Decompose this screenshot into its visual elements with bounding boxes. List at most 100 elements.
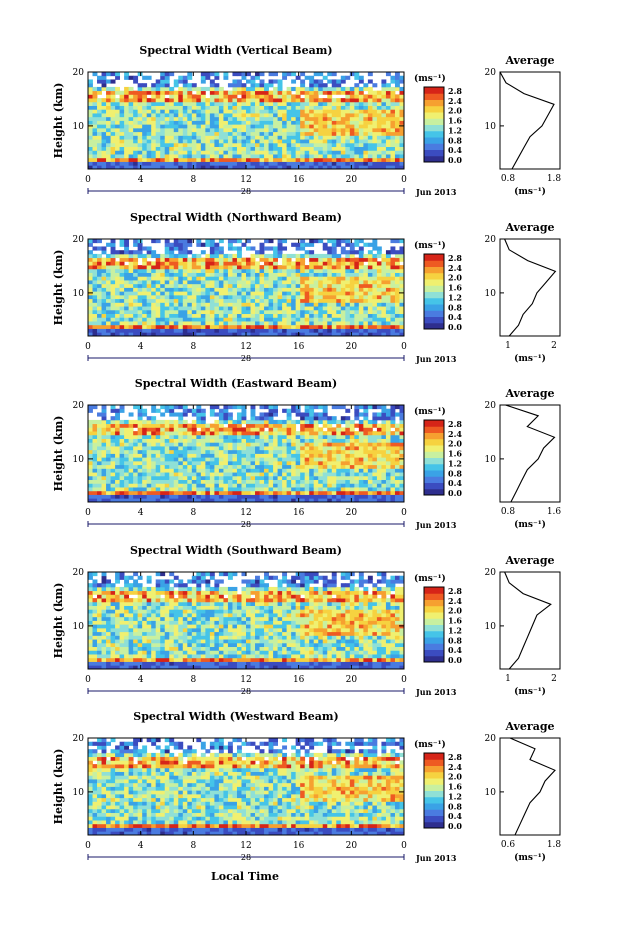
heatmap-cell (155, 419, 161, 425)
heatmap-cell (259, 146, 265, 151)
heatmap-cell (318, 317, 324, 322)
heatmap-cell (101, 449, 107, 454)
heatmap-cell (191, 287, 197, 292)
heatmap-cell (151, 268, 157, 273)
heatmap-cell (232, 72, 238, 77)
heatmap-cell (345, 75, 351, 80)
heatmap-cell (191, 442, 197, 447)
heatmap-cell (385, 157, 391, 162)
heatmap-cell (151, 127, 157, 133)
heatmap-cell (295, 154, 301, 159)
heatmap-cell (295, 487, 301, 492)
heatmap-cell (92, 94, 98, 99)
heatmap-cell (173, 98, 179, 103)
heatmap-cell (268, 460, 274, 466)
heatmap-cell (246, 475, 251, 481)
heatmap-cell (304, 457, 310, 462)
heatmap-cell (124, 90, 130, 95)
heatmap-cell (214, 139, 220, 144)
heatmap-cell (196, 131, 202, 136)
heatmap-cell (97, 324, 102, 329)
heatmap-cell (264, 457, 269, 462)
heatmap-cell (133, 105, 139, 110)
heatmap-cell (345, 442, 351, 447)
heatmap-cell (164, 83, 170, 88)
heatmap-cell (232, 146, 238, 151)
heatmap-cell (295, 127, 301, 133)
heatmap-cell (349, 306, 355, 311)
heatmap-cell (264, 135, 269, 140)
heatmap-cell (264, 412, 269, 417)
heatmap-cell (196, 157, 202, 162)
heatmap-cell (331, 120, 337, 125)
heatmap-cell (282, 464, 288, 469)
heatmap-cell (106, 98, 111, 103)
heatmap-cell (273, 460, 278, 466)
heatmap-cell (264, 268, 269, 273)
heatmap-cell (214, 272, 220, 277)
heatmap-cell (97, 246, 102, 251)
heatmap-cell (205, 446, 211, 451)
heatmap-cell (169, 313, 175, 318)
heatmap-cell (340, 124, 346, 129)
heatmap-cell (331, 460, 337, 466)
heatmap-cell (115, 453, 120, 458)
heatmap-cell (214, 302, 220, 307)
heatmap-cell (160, 460, 166, 466)
heatmap-cell (92, 332, 98, 337)
heatmap-cell (151, 98, 157, 103)
heatmap-cell (295, 261, 301, 266)
heatmap-cell (354, 139, 360, 144)
heatmap-cell (223, 490, 229, 495)
heatmap-cell (124, 75, 130, 80)
heatmap-cell (318, 124, 324, 129)
heatmap-cell (349, 427, 355, 432)
heatmap-cell (331, 272, 337, 277)
heatmap-cell (200, 434, 206, 439)
heatmap-cell (367, 405, 373, 410)
heatmap-cell (182, 146, 188, 151)
heatmap-cell (146, 434, 152, 439)
heatmap-cell (268, 150, 274, 155)
heatmap-cell (309, 142, 315, 148)
heatmap-cell (146, 490, 152, 495)
heatmap-cell (236, 150, 242, 155)
heatmap-cell (363, 438, 369, 443)
heatmap-cell (354, 464, 360, 469)
colorbar-tick-label: 0.8 (448, 135, 462, 145)
heatmap-cell (187, 268, 193, 273)
heatmap-cell (227, 438, 233, 443)
heatmap-cell (318, 276, 324, 281)
heatmap-cell (142, 127, 148, 133)
x-tick-label: 0 (85, 175, 91, 185)
heatmap-cell (246, 146, 251, 151)
avg-x-tick-label: 1 (505, 341, 511, 351)
heatmap-cell (385, 72, 391, 77)
heatmap-cell (246, 457, 251, 462)
heatmap-cell (169, 109, 175, 114)
heatmap-cell (327, 98, 333, 103)
heatmap-cell (142, 431, 148, 436)
heatmap-cell (196, 298, 202, 303)
heatmap-cell (273, 321, 278, 326)
heatmap-cell (182, 313, 188, 318)
heatmap-cell (115, 113, 120, 118)
heatmap-cell (282, 105, 288, 110)
heatmap-cell (358, 75, 364, 80)
heatmap-cell (345, 142, 351, 148)
heatmap-cell (155, 280, 161, 285)
heatmap-cell (88, 442, 93, 447)
heatmap-cell (354, 457, 360, 462)
heatmap-cell (155, 239, 161, 244)
heatmap-cell (376, 268, 382, 273)
heatmap-cell (336, 265, 342, 270)
heatmap-cell (182, 457, 188, 462)
heatmap-cell (264, 416, 269, 421)
heatmap-cell (110, 328, 116, 333)
heatmap-cell (187, 332, 193, 337)
heatmap-cell (273, 494, 278, 499)
heatmap-cell (313, 423, 319, 428)
y-tick-label: 20 (73, 68, 85, 78)
heatmap-cell (241, 498, 247, 503)
heatmap-cell (394, 165, 400, 170)
